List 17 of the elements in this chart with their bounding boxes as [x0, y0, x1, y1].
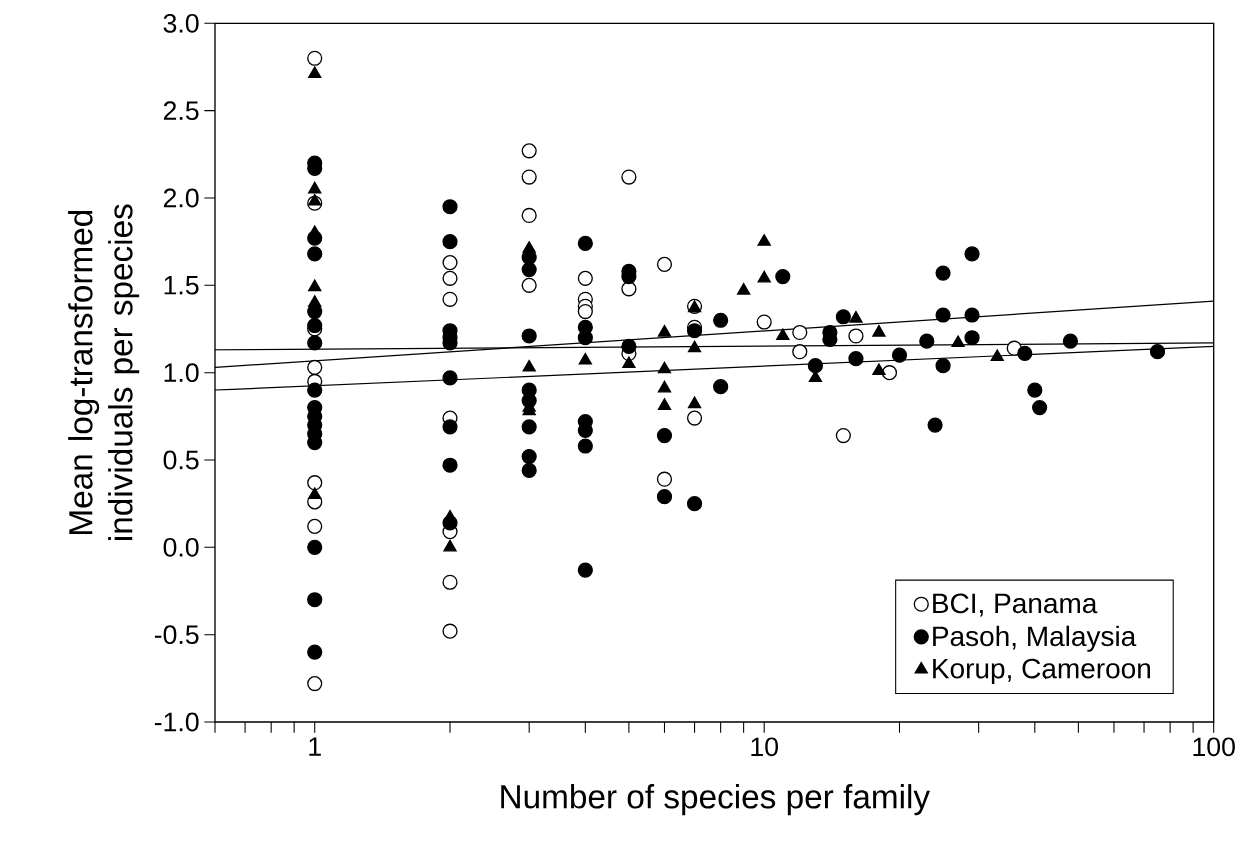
y-tick-label: 1.5 — [164, 276, 199, 295]
legend-label: BCI, Panama — [933, 593, 1098, 617]
x-tick-label: 100 — [1193, 737, 1235, 757]
x-axis-title: Number of species per family — [501, 784, 931, 816]
y-tick-label: 2.5 — [163, 101, 199, 121]
y-tick-label: 2.0 — [163, 188, 199, 208]
y-axis-title: Mean log-transformed individuals per species — [68, 204, 140, 540]
y-tick-label: 0.5 — [163, 450, 199, 470]
y-tick-label: 1.0 — [164, 363, 199, 383]
y-tick-label: -0.5 — [154, 625, 199, 645]
x-tick-label: 1 — [309, 737, 321, 756]
legend-label: Korup, Cameroon — [933, 658, 1151, 684]
y-tick-label: 0.0 — [163, 537, 199, 557]
y-tick-label: 3.0 — [163, 13, 199, 33]
legend-label: Pasoh, Malaysia — [933, 625, 1137, 652]
x-tick-label: 10 — [751, 737, 778, 757]
y-tick-label: -1.0 — [154, 712, 199, 732]
